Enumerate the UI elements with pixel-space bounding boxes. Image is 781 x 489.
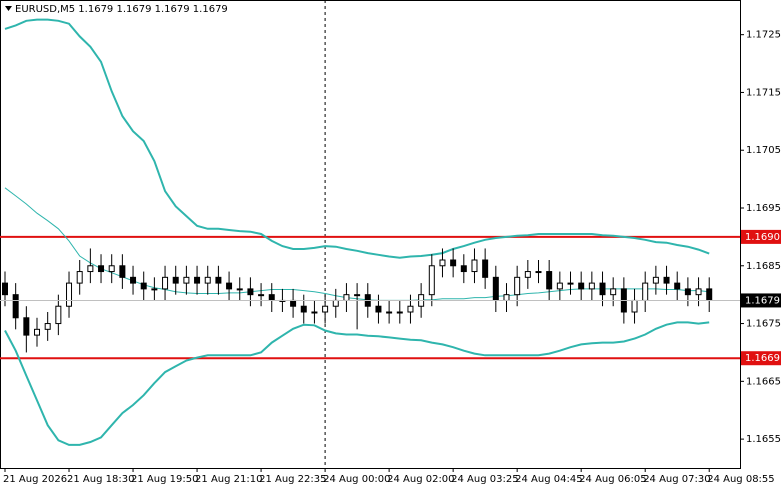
candle-body [450,259,457,267]
candle-body [674,282,681,290]
candle-body [556,282,563,290]
candle-body [599,282,606,296]
x-tick-label: 21 Aug 2026 [3,474,67,485]
y-tick-label: 1.1665 [746,376,781,387]
y-tick-label: 1.1705 [746,145,781,156]
candle-body [663,276,670,284]
plot-frame [0,0,741,469]
candle-body [343,294,350,301]
y-tick-label: 1.1655 [746,434,781,445]
y-tick-label: 1.1685 [746,261,781,272]
x-tick-label: 24 Aug 04:45 [515,474,582,485]
candle-body [706,288,713,301]
level-label-box [741,229,781,244]
y-tick-label: 1.1725 [746,30,781,41]
candle-body [183,276,190,284]
level-label-box [741,351,781,366]
x-tick-label: 24 Aug 02:00 [387,474,454,485]
candle-body [55,305,62,325]
candle-body [514,276,521,296]
candle-body [503,294,510,301]
candle-body [119,265,126,278]
candle-body [130,276,137,284]
candle-body [396,311,403,314]
candle-body [98,265,105,273]
candle-body [322,305,329,313]
candle-body [194,276,201,284]
menu-triangle [5,6,12,11]
band-line [4,321,710,446]
candle-body [610,288,617,296]
candle-body [34,328,41,336]
candle-body [140,282,147,290]
candle-body [172,276,179,284]
candle-body [300,305,307,313]
y-tick-label: 1.1715 [746,87,781,98]
candle-body [44,323,51,330]
candle-body [2,282,8,296]
candle-body [652,276,659,284]
candle-body [311,311,318,314]
x-tick-label: 24 Aug 06:05 [579,474,646,485]
current-price-box [741,293,781,308]
candle-body [546,271,553,290]
candle-body [407,305,414,313]
candle-body [482,259,489,278]
candle-body [258,294,265,297]
candle-body [386,311,393,314]
x-tick-label: 21 Aug 22:35 [259,474,326,485]
candle-body [204,276,211,284]
candle-body [290,299,297,307]
level-label: 1.1690 [745,232,780,243]
candle-body [535,271,542,274]
candle-body [375,305,382,313]
candle-body [354,294,361,297]
candle-body [471,259,478,273]
candle-body [684,288,691,296]
current-price-label: 1.1679 [745,295,780,306]
candle-body [588,282,595,290]
candle-body [215,276,222,284]
x-tick-label: 21 Aug 21:10 [195,474,262,485]
band-line [4,18,710,259]
candle-body [12,294,19,319]
candle-body [567,282,574,285]
chart-title: EURUSD,M5 1.1679 1.1679 1.1679 1.1679 [15,4,228,15]
candle-body [631,299,638,313]
x-tick-label: 24 Aug 00:00 [323,474,390,485]
candle-body [162,276,169,290]
candle-body [642,282,649,301]
candle-body [695,288,702,296]
x-tick-label: 24 Aug 08:55 [707,474,774,485]
candle-body [460,265,467,273]
candle-body [428,265,435,296]
candle-body [247,288,254,296]
candle-body [108,265,115,273]
x-tick-label: 24 Aug 03:25 [451,474,518,485]
level-label: 1.1669 [745,353,780,364]
candle-body [66,282,73,307]
candle-body [492,276,499,301]
candle-body [524,271,531,278]
candle-body [332,299,339,307]
candle-body [87,265,94,273]
candle-body [439,259,446,267]
x-tick-label: 24 Aug 07:30 [643,474,710,485]
candle-body [226,282,233,290]
candle-body [76,271,83,284]
y-tick-label: 1.1675 [746,319,781,330]
y-tick-label: 1.1695 [746,203,781,214]
candle-body [268,294,275,301]
candle-body [151,288,158,291]
candle-body [23,317,30,336]
x-tick-label: 21 Aug 19:50 [131,474,198,485]
x-tick-label: 21 Aug 18:30 [67,474,134,485]
candle-body [578,282,585,290]
candle-body [236,288,243,291]
